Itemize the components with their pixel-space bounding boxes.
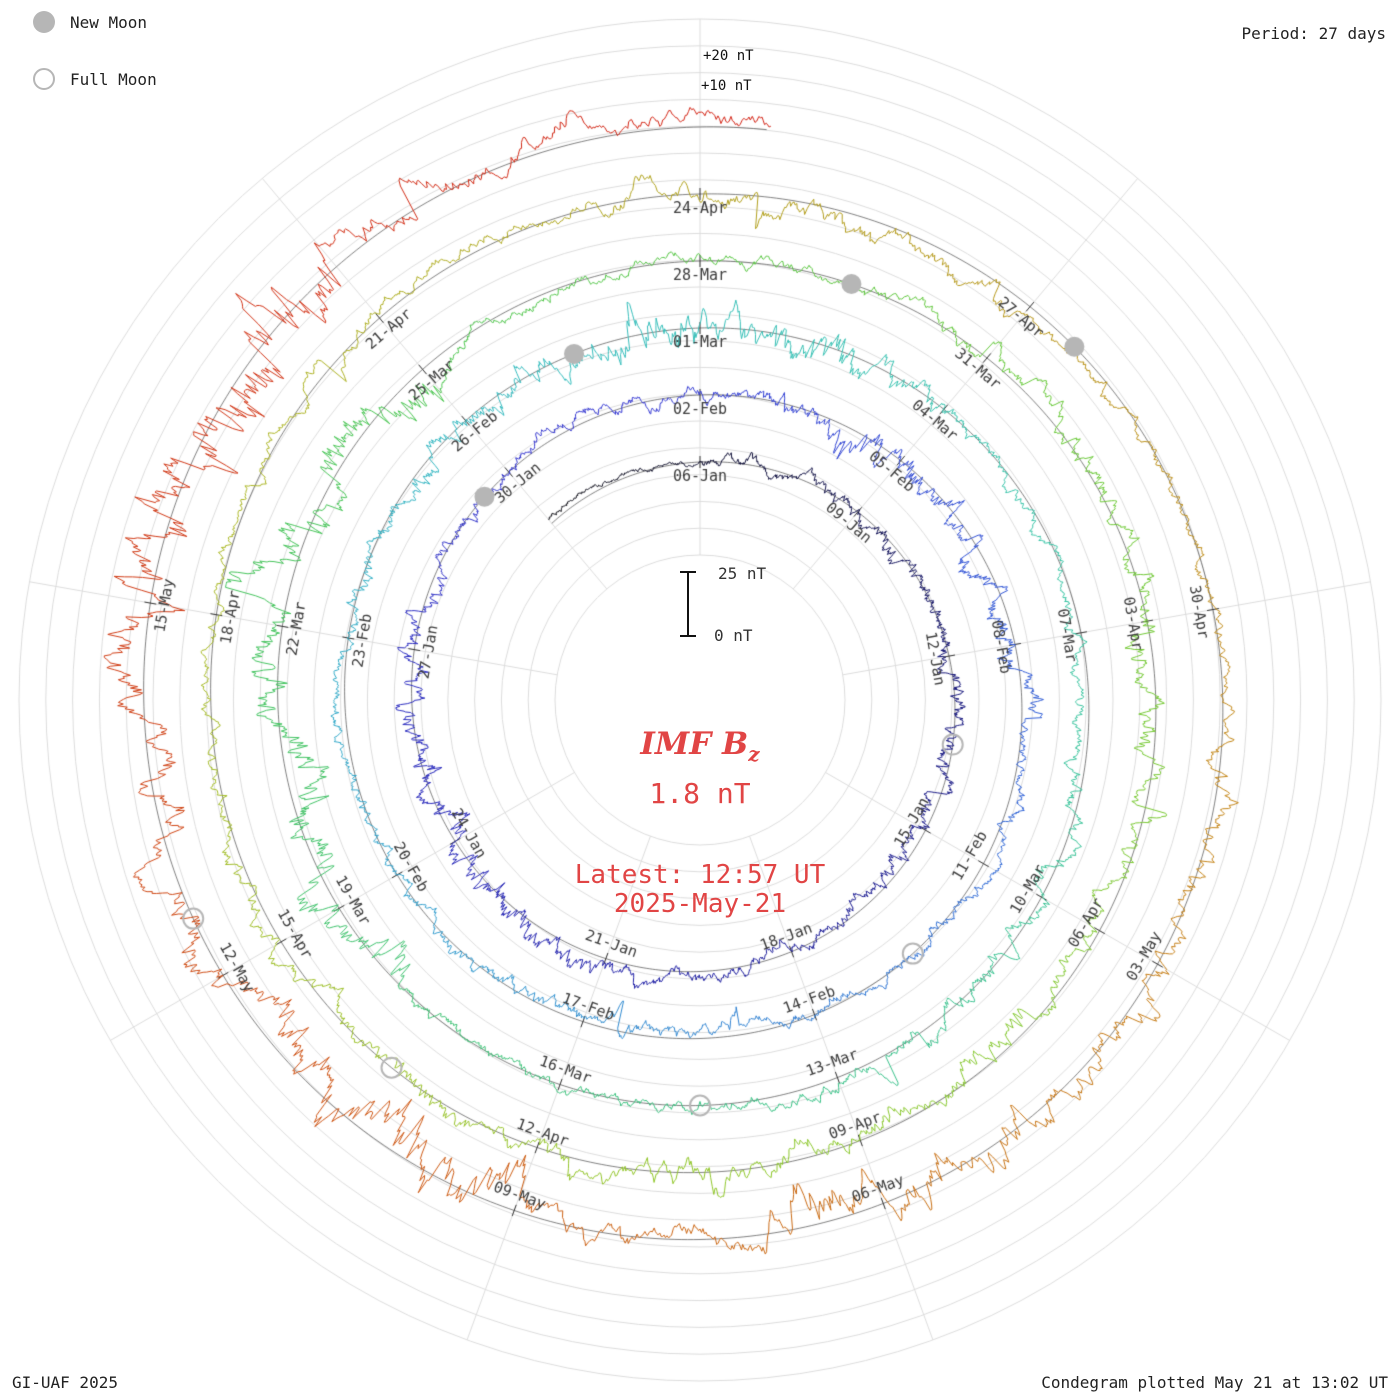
scale-bar-zero-label: 0 nT [714,626,753,645]
credit-label: GI-UAF 2025 [12,1373,118,1392]
latest-time-label: Latest: 12:57 UT [574,860,826,890]
imf-title-text: IMF B [640,726,749,762]
scale-bar-cap-bottom [680,635,696,637]
new-moon-icon [33,11,55,33]
radial-axis-label-10: +10 nT [701,78,752,94]
legend-full-moon-label: Full Moon [70,70,157,89]
full-moon-icon [33,68,55,90]
radial-axis-label-20: +20 nT [703,48,754,64]
plotted-label: Condegram plotted May 21 at 13:02 UT [1041,1373,1388,1392]
legend-new-moon [33,11,55,33]
imf-bz-value: 1.8 nT [649,777,751,810]
scale-bar-max-label: 25 nT [718,564,767,583]
imf-bz-title: IMF Bz [0,726,1400,766]
legend-full-moon [33,68,55,90]
period-label: Period: 27 days [1241,24,1387,43]
scale-bar-stem [687,571,689,637]
imf-title-subscript: z [748,742,760,767]
latest-date-label: 2025-May-21 [613,889,787,919]
legend-new-moon-label: New Moon [70,13,148,32]
